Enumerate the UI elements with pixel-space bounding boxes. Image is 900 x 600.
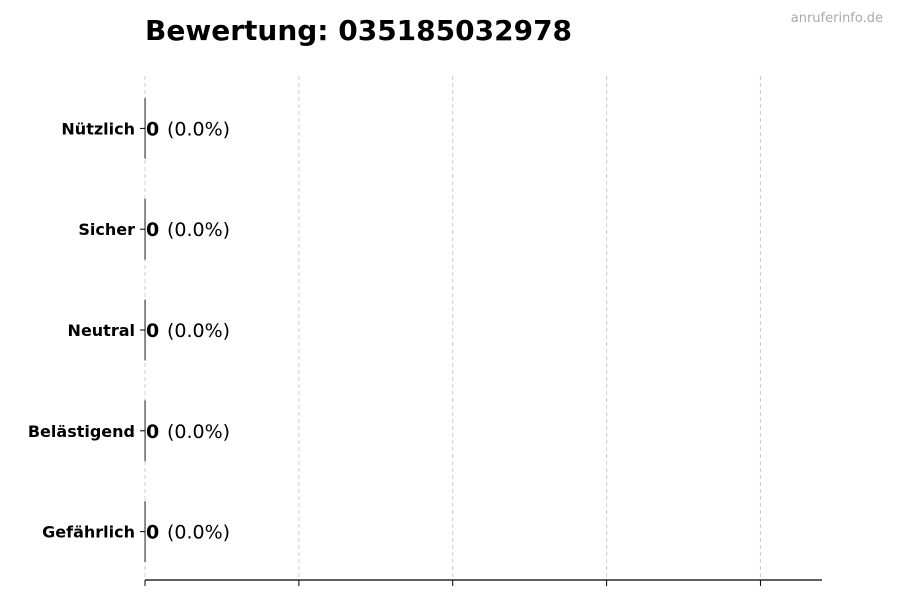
count-label: 0	[146, 522, 159, 544]
count-label: 0	[146, 320, 159, 342]
watermark: anruferinfo.de	[791, 11, 883, 26]
chart-title: Bewertung: 035185032978	[145, 14, 572, 47]
percent-label: (0.0%)	[167, 522, 230, 544]
category-label: Gefährlich	[42, 523, 135, 542]
percent-label: (0.0%)	[167, 421, 230, 443]
count-label: 0	[146, 219, 159, 241]
category-label: Sicher	[78, 220, 135, 239]
category-label: Neutral	[68, 321, 135, 340]
percent-label: (0.0%)	[167, 219, 230, 241]
category-label: Belästigend	[28, 422, 135, 441]
count-label: 0	[146, 421, 159, 443]
percent-label: (0.0%)	[167, 118, 230, 140]
percent-label: (0.0%)	[167, 320, 230, 342]
count-label: 0	[146, 118, 159, 140]
category-label: Nützlich	[61, 119, 135, 138]
